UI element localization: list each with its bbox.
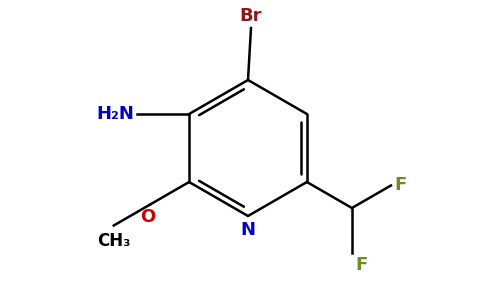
Text: F: F <box>355 256 367 274</box>
Text: Br: Br <box>240 7 262 25</box>
Text: H₂N: H₂N <box>96 105 134 123</box>
Text: N: N <box>241 221 256 239</box>
Text: CH₃: CH₃ <box>97 232 131 250</box>
Text: F: F <box>394 176 406 194</box>
Text: O: O <box>140 208 156 226</box>
